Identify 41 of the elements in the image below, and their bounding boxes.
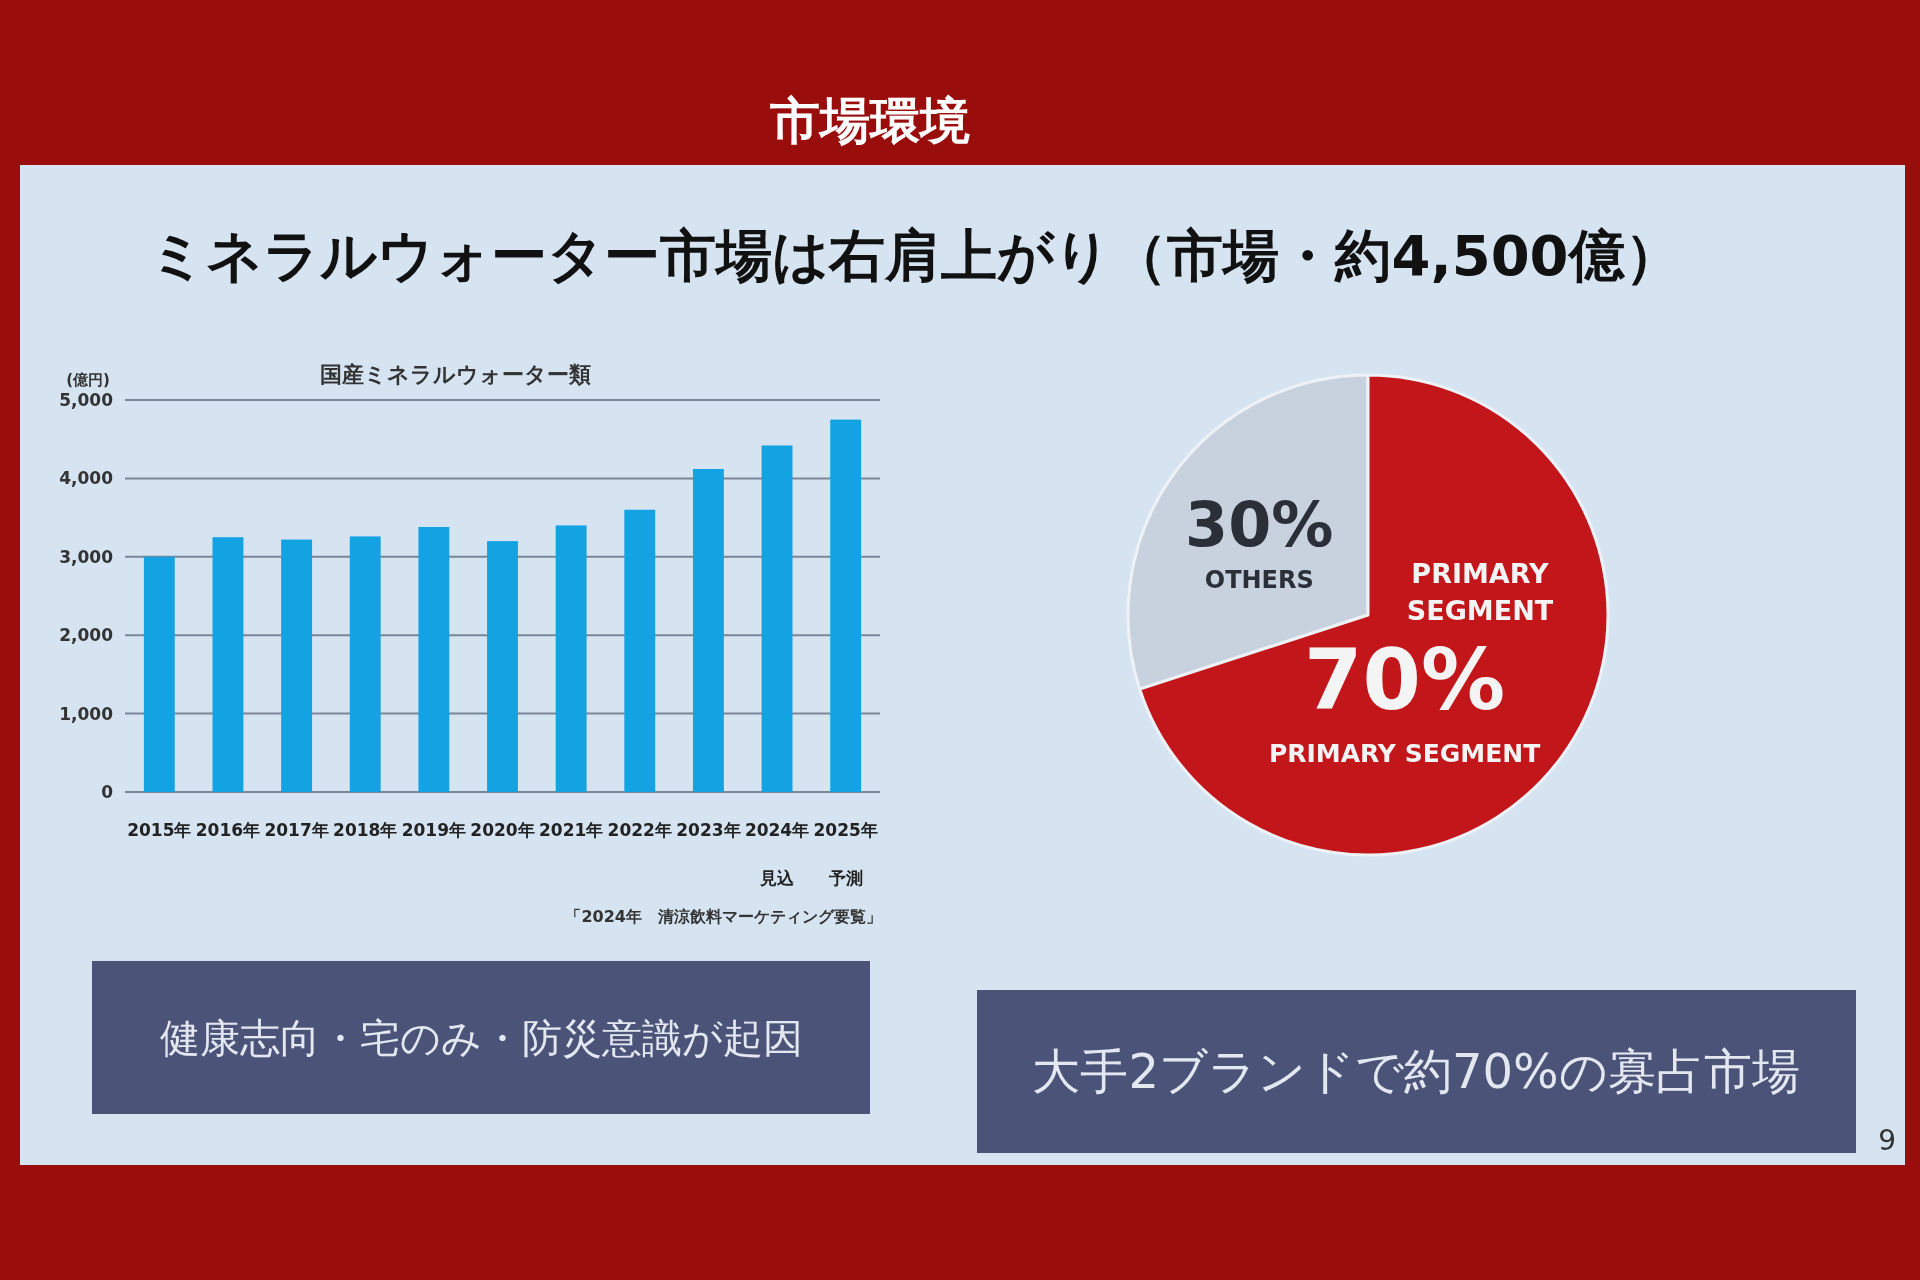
bar	[830, 419, 862, 792]
bar	[143, 556, 175, 792]
bar	[624, 509, 656, 792]
slice-label: PRIMARY SEGMENT	[1268, 739, 1541, 769]
x-tick-label: 2019年	[401, 820, 467, 840]
x-tick-label: 2017年	[264, 820, 329, 840]
y-axis-title: (億円)	[66, 371, 110, 389]
text: ミネラルウォーター市場は右肩上がり（市場・約4,500億）	[149, 223, 1681, 288]
x-tick-label: 2018年	[333, 820, 398, 840]
bar	[487, 541, 518, 792]
y-tick-label: 4,000	[59, 468, 114, 489]
x-tick-label: 2022年	[607, 820, 672, 840]
bar	[212, 537, 244, 792]
bar	[281, 539, 313, 792]
bar	[761, 445, 793, 792]
data-label: 70%	[1304, 631, 1506, 730]
x-tick-label: 2023年	[676, 820, 741, 840]
text: 「2024年 清涼飲料マーケティング要覧」	[565, 907, 882, 926]
data-label: 30%	[1185, 488, 1334, 561]
chart-title: 国産ミネラルウォーター類	[319, 362, 591, 387]
x-tick-label: 2020年	[470, 820, 535, 840]
x-tick-label: 2015年	[127, 820, 192, 840]
y-tick-label: 5,000	[59, 390, 114, 410]
x-tick-label: 2016年	[195, 820, 261, 840]
text: 市場環境	[769, 92, 970, 150]
bar	[692, 468, 724, 792]
category-label: 2024年見込	[744, 820, 810, 888]
x-tick-label: 2021年	[538, 820, 604, 840]
category-label: 2025年予測	[813, 820, 878, 888]
y-tick-label: 3,000	[59, 546, 114, 567]
slice-label: OTHERS	[1204, 566, 1314, 594]
bar	[418, 527, 450, 792]
text: 健康志向・宅のみ・防災意識が起因	[159, 1015, 803, 1061]
text: 9	[1878, 1124, 1896, 1157]
bar	[555, 525, 587, 792]
bar	[349, 536, 381, 792]
y-tick-label: 0	[101, 782, 114, 802]
y-tick-label: 2,000	[59, 625, 114, 646]
y-tick-label: 1,000	[59, 703, 114, 724]
text: PRIMARY SEGMENT	[1406, 558, 1554, 626]
text: 大手2ブランドで約70%の寡占市場	[1032, 1043, 1800, 1099]
